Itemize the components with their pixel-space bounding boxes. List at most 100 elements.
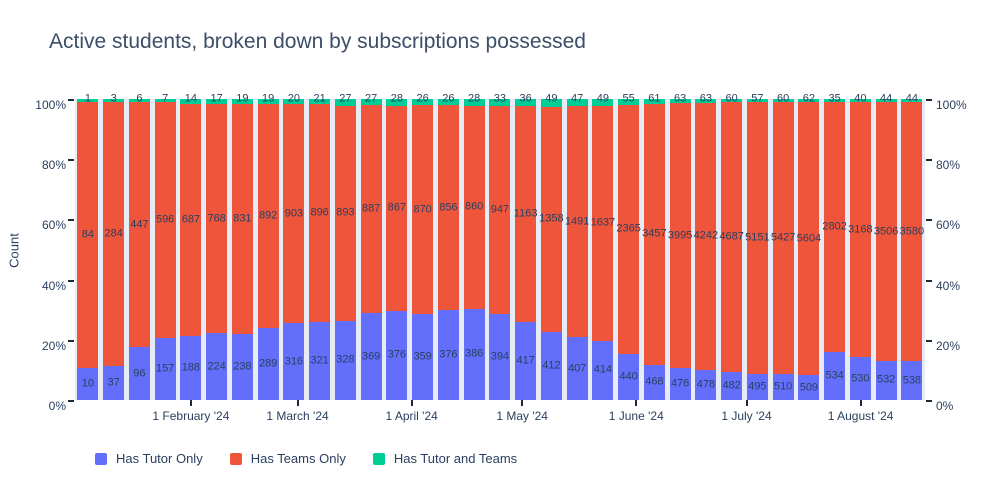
bar[interactable]: 26 870 359 [410, 93, 436, 400]
bar-segment-has-teams-only[interactable] [334, 105, 356, 321]
bar[interactable]: 44 3580 538 [899, 93, 925, 400]
bar-segment-has-tutor-only[interactable] [772, 374, 794, 400]
bar-segment-has-tutor-and-teams[interactable] [154, 99, 176, 102]
bar-segment-has-teams-only[interactable] [180, 103, 202, 337]
bar-segment-has-teams-only[interactable] [206, 104, 228, 334]
bar[interactable]: 60 5427 510 [770, 93, 796, 400]
bar-segment-has-teams-only[interactable] [695, 102, 717, 370]
bar-segment-has-teams-only[interactable] [824, 102, 846, 353]
bar-segment-has-teams-only[interactable] [669, 103, 691, 369]
bar-segment-has-tutor-only[interactable] [489, 313, 511, 400]
bar[interactable]: 28 867 376 [384, 93, 410, 400]
bar[interactable]: 3 284 37 [101, 93, 127, 400]
bar-segment-has-tutor-only[interactable] [231, 334, 253, 400]
bar-segment-has-teams-only[interactable] [463, 105, 485, 309]
bar[interactable]: 14 687 188 [178, 93, 204, 400]
bar-segment-has-tutor-and-teams[interactable] [875, 99, 897, 103]
bar-segment-has-tutor-and-teams[interactable] [231, 99, 253, 105]
bar-segment-has-tutor-and-teams[interactable] [618, 99, 640, 105]
bar-segment-has-tutor-and-teams[interactable] [437, 99, 459, 106]
bar-segment-has-tutor-only[interactable] [746, 373, 768, 400]
bar-segment-has-tutor-only[interactable] [206, 333, 228, 400]
bar[interactable]: 27 887 369 [358, 93, 384, 400]
bar-segment-has-tutor-and-teams[interactable] [206, 99, 228, 105]
bar-segment-has-teams-only[interactable] [257, 103, 279, 328]
bar-segment-has-tutor-only[interactable] [437, 310, 459, 400]
bar-segment-has-tutor-only[interactable] [283, 323, 305, 400]
bar-segment-has-teams-only[interactable] [746, 102, 768, 374]
bar-segment-has-teams-only[interactable] [618, 104, 640, 354]
bar-segment-has-tutor-only[interactable] [360, 313, 382, 400]
bar-segment-has-tutor-and-teams[interactable] [283, 99, 305, 104]
bar[interactable]: 19 892 289 [255, 93, 281, 400]
bar-segment-has-tutor-and-teams[interactable] [849, 99, 871, 103]
bar-segment-has-tutor-only[interactable] [257, 327, 279, 400]
bar[interactable]: 20 903 316 [281, 93, 307, 400]
bar-segment-has-tutor-only[interactable] [540, 331, 562, 400]
bar-segment-has-teams-only[interactable] [798, 102, 820, 376]
bar[interactable]: 63 4242 478 [693, 93, 719, 400]
bar-segment-has-tutor-and-teams[interactable] [309, 99, 331, 105]
bar-segment-has-teams-only[interactable] [309, 104, 331, 322]
bar-segment-has-teams-only[interactable] [128, 102, 150, 348]
legend-item-has-tutor-and-teams[interactable]: Has Tutor and Teams [372, 451, 517, 466]
bar-segment-has-tutor-only[interactable] [798, 375, 820, 400]
bar-segment-has-teams-only[interactable] [77, 102, 99, 369]
bar-segment-has-tutor-only[interactable] [669, 368, 691, 400]
bar[interactable]: 36 1163 417 [513, 93, 539, 400]
bar-segment-has-teams-only[interactable] [412, 105, 434, 314]
bar-segment-has-tutor-only[interactable] [566, 337, 588, 400]
bar-segment-has-tutor-and-teams[interactable] [566, 99, 588, 107]
bar-segment-has-teams-only[interactable] [721, 102, 743, 373]
bar-segment-has-tutor-and-teams[interactable] [901, 99, 923, 103]
bar-segment-has-tutor-and-teams[interactable] [103, 99, 125, 102]
legend-item-has-teams-only[interactable]: Has Teams Only [229, 451, 346, 466]
bar[interactable]: 28 860 386 [461, 93, 487, 400]
bar[interactable]: 21 896 321 [307, 93, 333, 400]
bar-segment-has-teams-only[interactable] [772, 102, 794, 375]
bar-segment-has-teams-only[interactable] [515, 105, 537, 323]
bar[interactable]: 60 4687 482 [719, 93, 745, 400]
bar-segment-has-tutor-only[interactable] [901, 361, 923, 400]
bar[interactable]: 40 3168 530 [848, 93, 874, 400]
bar[interactable]: 33 947 394 [487, 93, 513, 400]
bar[interactable]: 44 3506 532 [873, 93, 899, 400]
bar-segment-has-tutor-only[interactable] [592, 340, 614, 400]
bar-segment-has-tutor-and-teams[interactable] [489, 99, 511, 107]
bar-segment-has-tutor-and-teams[interactable] [257, 99, 279, 104]
bar-segment-has-tutor-only[interactable] [128, 347, 150, 400]
bar[interactable]: 19 831 238 [230, 93, 256, 400]
bar-segment-has-tutor-and-teams[interactable] [77, 99, 99, 103]
legend-item-has-tutor-only[interactable]: Has Tutor Only [95, 451, 203, 466]
bar-segment-has-teams-only[interactable] [849, 102, 871, 358]
bar[interactable]: 7 596 157 [152, 93, 178, 400]
bar[interactable]: 49 1358 412 [539, 93, 565, 400]
bar-segment-has-tutor-and-teams[interactable] [669, 99, 691, 104]
bar-segment-has-tutor-only[interactable] [412, 313, 434, 400]
bar[interactable]: 49 1637 414 [590, 93, 616, 400]
bar-segment-has-tutor-only[interactable] [695, 369, 717, 400]
bar-segment-has-tutor-only[interactable] [154, 337, 176, 400]
bar-segment-has-tutor-only[interactable] [824, 352, 846, 400]
bar[interactable]: 6 447 96 [127, 93, 153, 400]
bar[interactable]: 55 2365 440 [616, 93, 642, 400]
bar-segment-has-tutor-and-teams[interactable] [515, 99, 537, 106]
bar-segment-has-teams-only[interactable] [540, 107, 562, 332]
bar-segment-has-tutor-and-teams[interactable] [798, 99, 820, 103]
bar[interactable]: 26 856 376 [436, 93, 462, 400]
bar-segment-has-teams-only[interactable] [437, 105, 459, 311]
bar[interactable]: 27 893 328 [333, 93, 359, 400]
bar[interactable]: 17 768 224 [204, 93, 230, 400]
bar-segment-has-tutor-only[interactable] [386, 310, 408, 400]
bar-segment-has-teams-only[interactable] [231, 104, 253, 335]
bar-segment-has-tutor-only[interactable] [309, 321, 331, 400]
bar-segment-has-tutor-and-teams[interactable] [463, 99, 485, 106]
bar-segment-has-teams-only[interactable] [489, 106, 511, 314]
bar-segment-has-tutor-only[interactable] [334, 320, 356, 400]
bar-segment-has-tutor-only[interactable] [721, 372, 743, 400]
bar-segment-has-tutor-only[interactable] [618, 353, 640, 400]
bar-segment-has-tutor-and-teams[interactable] [721, 99, 743, 103]
bar-segment-has-tutor-only[interactable] [180, 336, 202, 400]
bar-segment-has-tutor-and-teams[interactable] [695, 99, 717, 103]
bar-segment-has-teams-only[interactable] [643, 103, 665, 365]
